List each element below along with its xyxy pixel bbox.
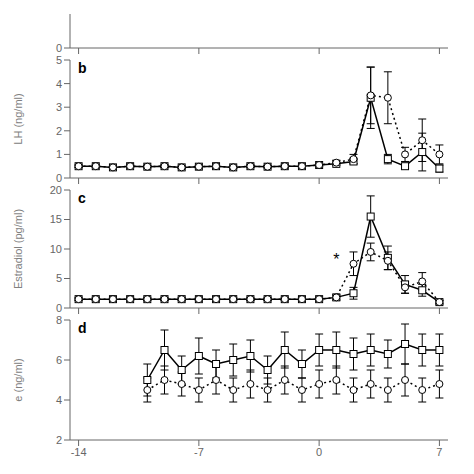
svg-text:2: 2 [56,125,62,137]
svg-text:3: 3 [56,101,62,113]
svg-text:15: 15 [50,213,62,225]
svg-text:e (ng/ml): e (ng/ml) [12,358,24,401]
html-text:d: d [78,320,87,336]
svg-text:*: * [333,251,339,268]
html-text:b: b [78,60,87,76]
svg-text:8: 8 [56,314,62,326]
html-text:c: c [78,190,86,206]
svg-text:5: 5 [56,272,62,284]
svg-text:-14: -14 [71,446,87,458]
svg-text:-7: -7 [194,446,204,458]
svg-text:0: 0 [56,302,62,314]
svg-text:7: 7 [436,446,442,458]
svg-text:LH (ng/ml): LH (ng/ml) [12,93,24,144]
svg-text:10: 10 [50,243,62,255]
svg-text:4: 4 [56,394,62,406]
svg-text:4: 4 [56,78,62,90]
svg-text:20: 20 [50,184,62,196]
svg-text:0: 0 [316,446,322,458]
svg-text:2: 2 [56,434,62,446]
svg-text:0: 0 [56,42,62,54]
svg-text:Estradiol (pg/ml): Estradiol (pg/ml) [12,209,24,289]
svg-text:0: 0 [56,172,62,184]
svg-text:6: 6 [56,354,62,366]
svg-text:5: 5 [56,54,62,66]
svg-text:1: 1 [56,148,62,160]
